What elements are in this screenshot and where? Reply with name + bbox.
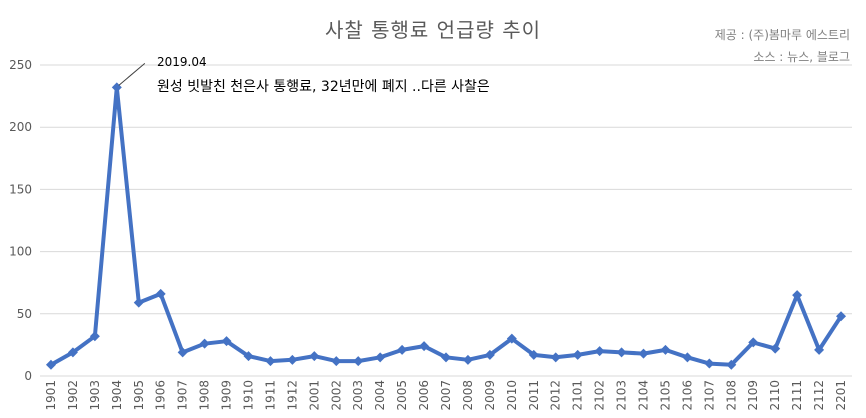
gridlines (40, 64, 852, 377)
peak-annotation: 2019.04 원성 빗발친 천은사 통행료, 32년만에 폐지 ..다른 사찰은 (118, 55, 490, 95)
x-tick-label: 1901 (44, 380, 58, 411)
data-point (836, 311, 847, 322)
data-point (45, 359, 56, 370)
x-tick-label: 1912 (285, 380, 299, 411)
x-tick-label: 2111 (790, 380, 804, 411)
x-tick-label: 2112 (812, 380, 826, 411)
x-tick-label: 2110 (768, 380, 782, 411)
x-tick-label: 2005 (395, 380, 409, 411)
data-point (199, 338, 210, 349)
data-point (528, 349, 539, 360)
x-tick-label: 1905 (132, 380, 146, 411)
data-point (726, 359, 737, 370)
x-tick-label: 2001 (307, 380, 321, 411)
data-point (353, 356, 364, 367)
x-tick-label: 2004 (373, 380, 387, 411)
data-point (419, 341, 430, 352)
y-tick-label: 150 (9, 182, 32, 196)
data-point (660, 344, 671, 355)
series-markers (45, 82, 847, 370)
data-point (484, 349, 495, 360)
x-tick-label: 2109 (746, 380, 760, 411)
data-point (133, 297, 144, 308)
x-tick-label: 2108 (724, 380, 738, 411)
series-line (49, 85, 843, 367)
x-tick-label: 2010 (505, 380, 519, 411)
x-tick-label: 1909 (220, 380, 234, 411)
source-type: 소스 : 뉴스, 블로그 (753, 50, 850, 64)
x-tick-label: 1907 (176, 380, 190, 411)
data-point (506, 333, 517, 344)
data-point (550, 352, 561, 363)
y-tick-label: 100 (9, 245, 32, 259)
chart-title: 사찰 통행료 언급량 추이 (324, 18, 542, 42)
data-point (309, 351, 320, 362)
data-point (441, 352, 451, 363)
x-tick-label: 2107 (702, 380, 716, 411)
x-tick-label: 1911 (263, 380, 277, 411)
x-tick-label: 2101 (571, 380, 585, 411)
y-tick-label: 50 (17, 307, 32, 321)
x-tick-label: 2008 (461, 380, 475, 411)
annotation-leader-line (118, 63, 146, 86)
y-axis-ticks: 0 50 100 150 200 250 (9, 58, 32, 383)
data-point (814, 344, 825, 355)
x-tick-label: 1910 (241, 380, 255, 411)
data-point (67, 347, 78, 358)
data-point (177, 347, 188, 358)
data-point (287, 354, 298, 365)
annotation-text: 원성 빗발친 천은사 통행료, 32년만에 폐지 ..다른 사찰은 (157, 79, 490, 95)
data-point (462, 354, 473, 365)
x-axis-ticks: 1901 1902 1903 1904 1905 1906 1907 1908 1909 1910… (44, 380, 848, 411)
data-point (243, 351, 254, 362)
data-point (682, 352, 693, 363)
data-point (375, 352, 386, 363)
source-credit: 제공 : (주)봄마루 에스트리 (714, 28, 850, 42)
data-point (594, 346, 605, 357)
x-tick-label: 2106 (680, 380, 694, 411)
x-tick-label: 1906 (154, 380, 168, 411)
data-point (704, 358, 715, 369)
y-tick-label: 0 (24, 369, 32, 383)
x-tick-label: 1904 (110, 380, 124, 411)
data-point (748, 337, 759, 348)
data-point (155, 288, 166, 299)
data-point (616, 347, 627, 358)
data-point (792, 290, 803, 301)
data-point (221, 336, 232, 347)
data-point (265, 356, 276, 367)
x-tick-label: 2002 (329, 380, 343, 411)
x-tick-label: 2103 (615, 380, 629, 411)
x-tick-label: 2104 (637, 380, 651, 411)
x-tick-label: 2006 (417, 380, 431, 411)
x-tick-label: 2007 (439, 380, 453, 411)
x-tick-label: 2011 (527, 380, 541, 411)
y-tick-label: 200 (9, 120, 32, 134)
x-tick-label: 2003 (351, 380, 365, 411)
annotation-date: 2019.04 (157, 55, 207, 69)
x-tick-label: 2201 (834, 380, 848, 411)
data-point (572, 349, 583, 360)
x-tick-label: 2102 (593, 380, 607, 411)
data-point (397, 344, 408, 355)
data-point (89, 331, 100, 342)
x-tick-label: 2012 (549, 380, 563, 411)
x-tick-label: 2009 (483, 380, 497, 411)
x-tick-label: 1908 (198, 380, 212, 411)
x-tick-label: 2105 (658, 380, 672, 411)
data-point (638, 348, 649, 359)
data-point (331, 356, 342, 367)
x-tick-label: 1902 (66, 380, 80, 411)
series-line-path (49, 85, 843, 367)
y-tick-label: 250 (9, 58, 32, 72)
x-tick-label: 1903 (88, 380, 102, 411)
data-point (770, 343, 781, 354)
